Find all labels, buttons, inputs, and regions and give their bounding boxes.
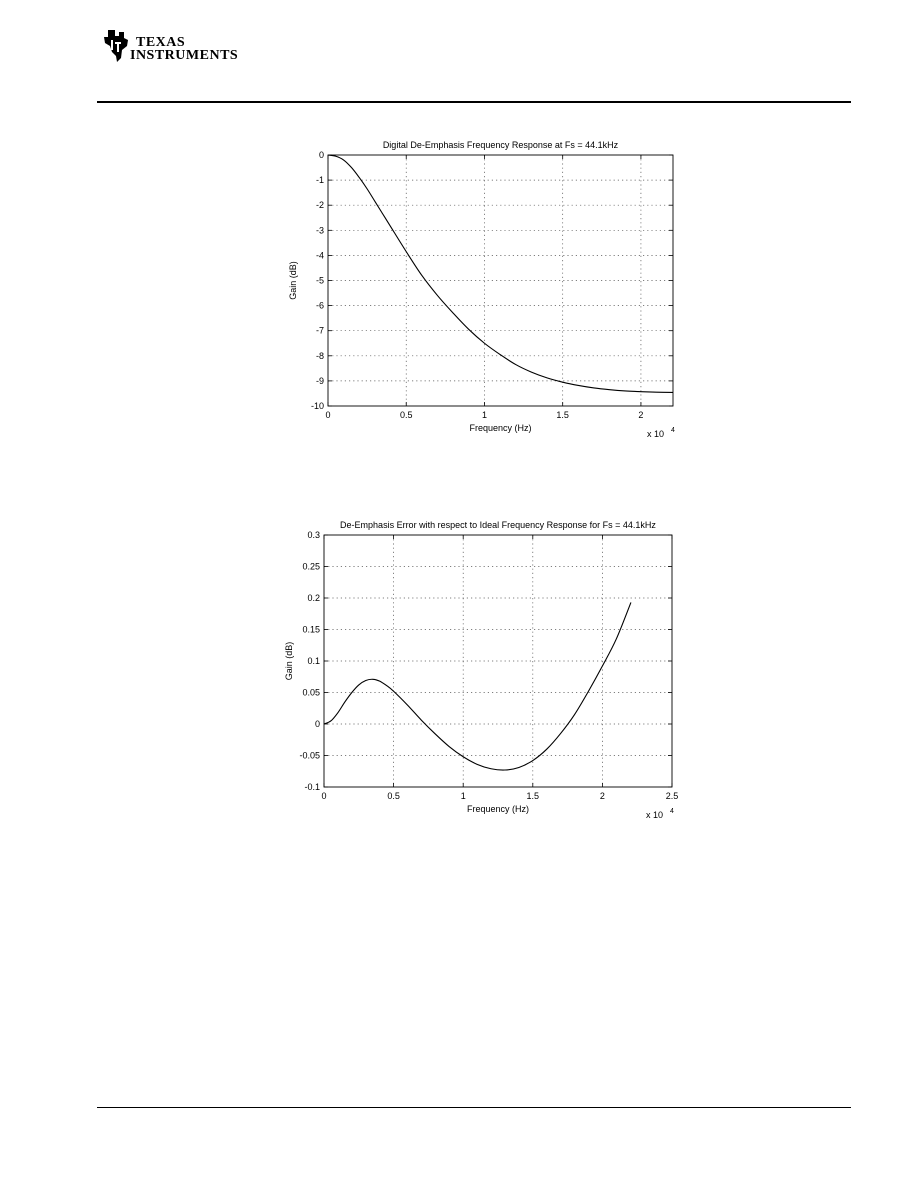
- y-tick-label: -9: [316, 376, 324, 386]
- x-tick-label: 0.5: [400, 410, 413, 420]
- ti-wordmark: Texas Instruments: [130, 35, 239, 63]
- x-tick-label: 1: [482, 410, 487, 420]
- x-multiplier-exponent: 4: [671, 427, 675, 434]
- y-tick-label: 0.2: [307, 593, 320, 603]
- ti-logo: Texas Instruments: [100, 28, 238, 70]
- series-line: [323, 602, 632, 771]
- x-multiplier-label: x 10: [646, 810, 663, 820]
- x-tick-label: 1.5: [527, 791, 540, 801]
- x-axis-label: Frequency (Hz): [467, 804, 529, 814]
- x-tick-label: 0: [321, 791, 326, 801]
- y-tick-label: -1: [316, 175, 324, 185]
- logo-text-line2: Instruments: [130, 48, 239, 63]
- y-tick-label: -4: [316, 250, 324, 260]
- y-tick-label: -3: [316, 225, 324, 235]
- y-tick-label: 0.3: [307, 530, 320, 540]
- y-tick-label: -0.05: [299, 751, 320, 761]
- x-tick-label: 2: [638, 410, 643, 420]
- y-tick-label: -8: [316, 351, 324, 361]
- y-tick-label: -10: [311, 401, 324, 411]
- chart-title: Digital De-Emphasis Frequency Response a…: [383, 140, 619, 150]
- logo-text-line1: Texas: [136, 35, 186, 50]
- chart-title: De-Emphasis Error with respect to Ideal …: [340, 520, 656, 530]
- y-tick-label: 0.15: [302, 625, 320, 635]
- series-line: [327, 154, 674, 393]
- y-tick-label: -5: [316, 276, 324, 286]
- y-tick-label: 0: [315, 719, 320, 729]
- x-tick-label: 1.5: [556, 410, 569, 420]
- y-tick-label: 0.25: [302, 562, 320, 572]
- y-tick-label: 0: [319, 150, 324, 160]
- plot-frame: [323, 534, 673, 788]
- x-tick-label: 0: [325, 410, 330, 420]
- texas-state-logo-icon: [104, 30, 128, 62]
- y-tick-label: -7: [316, 326, 324, 336]
- x-axis-label: Frequency (Hz): [469, 423, 531, 433]
- footer-divider: [97, 1107, 851, 1108]
- x-tick-label: 0.5: [387, 791, 400, 801]
- x-multiplier-exponent: 4: [670, 808, 674, 815]
- x-multiplier-label: x 10: [647, 429, 664, 439]
- y-tick-label: 0.1: [307, 656, 320, 666]
- y-tick-label: -6: [316, 301, 324, 311]
- plot-frame: [327, 154, 674, 407]
- x-tick-label: 1: [461, 791, 466, 801]
- x-tick-label: 2.5: [666, 791, 679, 801]
- x-tick-label: 2: [600, 791, 605, 801]
- y-tick-label: -2: [316, 200, 324, 210]
- y-tick-label: -0.1: [304, 782, 320, 792]
- y-axis-label: Gain (dB): [284, 642, 294, 681]
- y-tick-label: 0.05: [302, 688, 320, 698]
- header-divider: [97, 101, 851, 103]
- y-axis-label: Gain (dB): [288, 261, 298, 300]
